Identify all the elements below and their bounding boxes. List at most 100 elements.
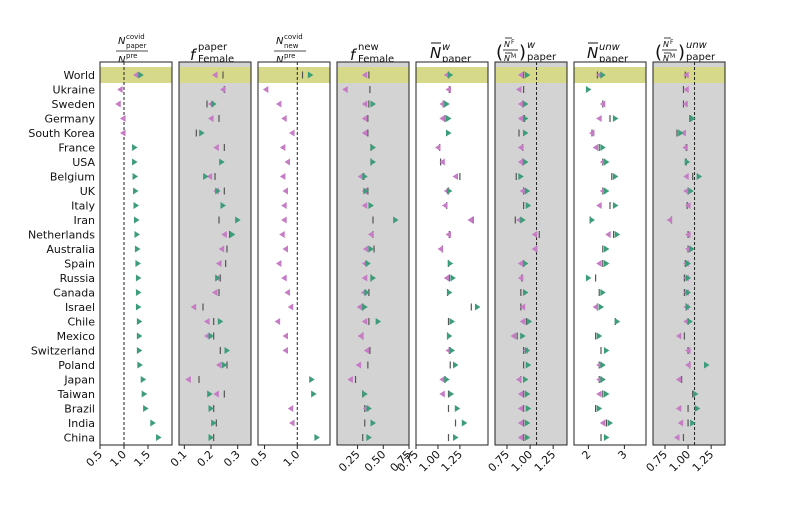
male-marker: [307, 71, 314, 79]
svg-text:unw: unw: [686, 40, 708, 51]
male-marker: [612, 173, 619, 180]
world-highlight: [337, 67, 409, 83]
panel-background: [337, 62, 409, 445]
country-label: Ukraine: [53, 84, 96, 97]
female-marker: [596, 390, 602, 398]
svg-text:w: w: [527, 40, 536, 51]
female-marker: [363, 347, 370, 354]
male-marker: [207, 390, 213, 398]
country-label: UK: [80, 185, 96, 198]
svg-text:N: N: [587, 44, 598, 62]
country-label: Canada: [53, 287, 95, 300]
svg-text:new: new: [358, 42, 379, 53]
female-marker: [361, 202, 368, 209]
female-marker: [262, 86, 269, 93]
male-marker: [215, 274, 221, 282]
country-label: Iran: [74, 214, 96, 227]
male-marker: [449, 318, 455, 325]
male-marker: [522, 129, 529, 137]
country-label: Russia: [60, 272, 95, 285]
male-marker: [526, 318, 533, 325]
female-marker: [133, 71, 139, 79]
female-marker: [683, 187, 689, 195]
panel-background: [179, 62, 251, 445]
country-label: Chile: [67, 316, 95, 329]
female-marker: [439, 158, 445, 166]
female-marker: [275, 260, 282, 267]
male-marker: [135, 303, 142, 311]
panel-frame: [652, 61, 726, 446]
male-marker: [229, 231, 236, 238]
female-marker: [279, 144, 286, 151]
x-tick-label: 0.75: [486, 448, 513, 475]
female-marker: [282, 332, 288, 340]
country-label: Taiwan: [57, 388, 95, 401]
svg-text:(: (: [655, 42, 662, 63]
male-marker: [208, 405, 214, 412]
x-tick-label: 0.3: [221, 448, 243, 470]
x-tick-label: 1.25: [532, 448, 559, 475]
country-label: South Korea: [28, 127, 95, 140]
female-marker: [531, 231, 538, 238]
male-marker: [211, 419, 217, 427]
svg-text:(: (: [496, 42, 503, 63]
male-marker: [585, 86, 592, 93]
male-marker: [375, 318, 382, 325]
x-tick-label: 1.25: [439, 448, 466, 475]
panel-p2: 0.1 0.2 0.3: [168, 61, 252, 470]
male-marker: [522, 289, 529, 296]
x-tick-label: 1.25: [690, 448, 717, 475]
male-marker: [525, 405, 532, 412]
male-marker: [685, 303, 692, 311]
male-marker: [689, 245, 695, 253]
female-marker: [367, 231, 374, 238]
world-highlight: [495, 67, 567, 83]
male-marker: [522, 100, 529, 108]
female-marker: [517, 419, 524, 427]
female-marker: [206, 173, 213, 180]
female-marker: [355, 361, 362, 369]
male-marker: [614, 231, 621, 238]
svg-text:M: M: [670, 53, 675, 60]
male-marker: [221, 361, 228, 369]
male-marker: [685, 274, 692, 282]
female-marker: [443, 274, 450, 282]
male-marker: [309, 376, 315, 383]
female-marker: [675, 332, 682, 340]
male-marker: [446, 187, 453, 195]
male-marker: [362, 303, 368, 311]
title-p4: f new Female: [350, 42, 394, 65]
female-marker: [279, 231, 285, 238]
female-marker: [281, 274, 287, 282]
male-marker: [136, 332, 143, 340]
male-marker: [690, 419, 696, 427]
male-marker: [156, 434, 162, 441]
male-marker: [143, 405, 149, 412]
title-p6: ( N F N M ) w paper: [496, 37, 557, 63]
female-marker: [282, 347, 288, 354]
male-marker: [704, 361, 710, 369]
female-marker: [519, 187, 526, 195]
male-marker: [444, 100, 450, 108]
male-marker: [585, 274, 592, 282]
male-marker: [474, 303, 481, 311]
male-marker: [370, 158, 376, 166]
male-marker: [133, 202, 139, 209]
female-marker: [517, 434, 524, 441]
male-marker: [600, 71, 606, 79]
female-marker: [596, 202, 602, 209]
male-marker: [220, 202, 226, 209]
female-marker: [674, 434, 680, 441]
x-tick-label: 2: [579, 448, 593, 462]
female-marker: [517, 158, 524, 166]
svg-text:unw: unw: [599, 42, 621, 53]
female-marker: [519, 303, 526, 311]
female-marker: [452, 173, 459, 180]
male-marker: [524, 187, 531, 195]
male-marker: [366, 434, 372, 441]
svg-text:Female: Female: [358, 54, 394, 65]
svg-text:paper: paper: [599, 54, 629, 65]
country-label: World: [63, 69, 95, 82]
x-tick-label: 1.00: [667, 448, 694, 475]
male-marker: [696, 173, 703, 180]
